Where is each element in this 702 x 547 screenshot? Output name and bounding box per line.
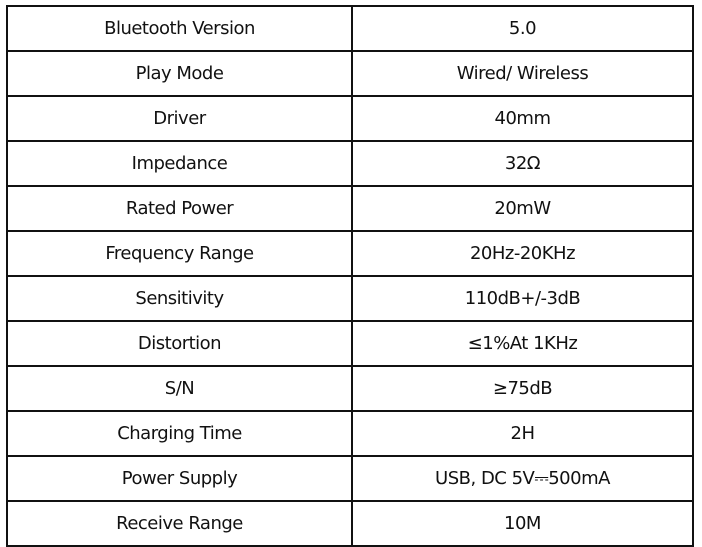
table-row: Play Mode Wired/ Wireless — [6, 50, 694, 97]
spec-value: ≥75dB — [351, 365, 694, 412]
spec-label: Power Supply — [6, 455, 353, 502]
table-row: Frequency Range 20Hz-20KHz — [6, 230, 694, 277]
spec-table: Bluetooth Version 5.0 Play Mode Wired/ Wire… — [6, 5, 694, 547]
spec-value: USB, DC 5V⎓500mA — [351, 455, 694, 502]
table-row: Power Supply USB, DC 5V⎓500mA — [6, 455, 694, 502]
spec-value: ≤1%At 1KHz — [351, 320, 694, 367]
spec-label: Sensitivity — [6, 275, 353, 322]
spec-label: Frequency Range — [6, 230, 353, 277]
table-row: S/N ≥75dB — [6, 365, 694, 412]
table-row: Driver 40mm — [6, 95, 694, 142]
spec-value: 20Hz-20KHz — [351, 230, 694, 277]
spec-label: Distortion — [6, 320, 353, 367]
spec-label: Driver — [6, 95, 353, 142]
table-row: Bluetooth Version 5.0 — [6, 5, 694, 52]
table-row: Rated Power 20mW — [6, 185, 694, 232]
spec-label: Rated Power — [6, 185, 353, 232]
spec-value: 40mm — [351, 95, 694, 142]
spec-label: Receive Range — [6, 500, 353, 547]
table-row: Sensitivity 110dB+/-3dB — [6, 275, 694, 322]
spec-value: Wired/ Wireless — [351, 50, 694, 97]
spec-label: Play Mode — [6, 50, 353, 97]
table-row: Distortion ≤1%At 1KHz — [6, 320, 694, 367]
spec-value: 110dB+/-3dB — [351, 275, 694, 322]
spec-value: 20mW — [351, 185, 694, 232]
spec-label: Bluetooth Version — [6, 5, 353, 52]
spec-value: 10M — [351, 500, 694, 547]
table-row: Charging Time 2H — [6, 410, 694, 457]
spec-label: S/N — [6, 365, 353, 412]
spec-value: 2H — [351, 410, 694, 457]
spec-label: Charging Time — [6, 410, 353, 457]
spec-value: 32Ω — [351, 140, 694, 187]
table-row: Impedance 32Ω — [6, 140, 694, 187]
spec-value: 5.0 — [351, 5, 694, 52]
table-row: Receive Range 10M — [6, 500, 694, 547]
spec-label: Impedance — [6, 140, 353, 187]
